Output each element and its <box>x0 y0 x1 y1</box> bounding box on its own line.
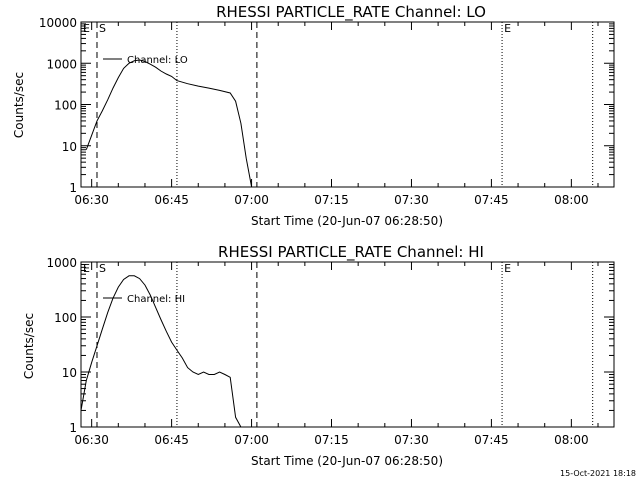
x-tick-label: 06:30 <box>74 193 109 207</box>
plot-content-lo: 06:30 06:45 07:00 07:15 07:30 07:45 08:00 1 10 10… <box>39 16 614 207</box>
event-marker-label: E <box>504 22 511 35</box>
panel-hi: RHESSI PARTICLE_RATE Channel: HI Counts/… <box>22 243 615 468</box>
y-tick-label: 1 <box>69 181 77 195</box>
y-tick-label: 1 <box>69 421 77 435</box>
plot-frame-hi <box>80 261 615 428</box>
event-marker-label: E <box>83 22 90 35</box>
y-tick-label: 1000 <box>46 57 77 71</box>
x-tick-label: 07:15 <box>314 433 349 447</box>
y-tick-label: 100 <box>54 99 77 113</box>
y-tick-label: 10000 <box>39 16 77 30</box>
x-tick-label: 07:00 <box>234 193 269 207</box>
chart-title-hi: RHESSI PARTICLE_RATE Channel: HI <box>218 243 484 262</box>
y-axis-label-hi: Counts/sec <box>22 313 36 379</box>
y-axis-label-lo: Counts/sec <box>12 72 26 138</box>
event-marker-label: E <box>504 262 511 275</box>
legend-label-lo: Channel: LO <box>127 55 188 66</box>
x-tick-label: 06:30 <box>74 433 109 447</box>
event-marker-label: S <box>99 22 106 35</box>
y-tick-label: 1000 <box>46 256 77 270</box>
plot-frame-lo <box>80 21 615 188</box>
x-tick-label: 07:30 <box>394 433 429 447</box>
x-tick-label: 07:45 <box>474 433 509 447</box>
legend-hi: Channel: HI <box>103 294 185 305</box>
y-tick-label: 10 <box>62 366 77 380</box>
x-tick-label: 08:00 <box>554 433 589 447</box>
x-tick-label: 07:00 <box>234 433 269 447</box>
x-tick-label: 07:15 <box>314 193 349 207</box>
y-tick-label: 10 <box>62 140 77 154</box>
x-tick-label: 07:30 <box>394 193 429 207</box>
generation-timestamp: 15-Oct-2021 18:18 <box>560 469 636 478</box>
series-line-lo <box>85 59 253 188</box>
event-marker-label: E <box>83 262 90 275</box>
panel-lo: RHESSI PARTICLE_RATE Channel: LO Counts/… <box>12 3 615 228</box>
event-marker-label: S <box>99 262 106 275</box>
chart-title-lo: RHESSI PARTICLE_RATE Channel: LO <box>216 3 486 22</box>
legend-lo: Channel: LO <box>103 55 188 66</box>
plot-content-hi: 06:30 06:45 07:00 07:15 07:30 07:45 08:00 1 10 10… <box>46 256 614 447</box>
series-line-hi <box>80 275 242 428</box>
x-tick-label: 08:00 <box>554 193 589 207</box>
x-tick-label: 06:45 <box>154 193 189 207</box>
x-tick-label: 07:45 <box>474 193 509 207</box>
x-axis-label-lo: Start Time (20-Jun-07 06:28:50) <box>251 214 443 228</box>
legend-label-hi: Channel: HI <box>127 294 185 305</box>
x-axis-label-hi: Start Time (20-Jun-07 06:28:50) <box>251 454 443 468</box>
y-tick-label: 100 <box>54 311 77 325</box>
x-tick-label: 06:45 <box>154 433 189 447</box>
